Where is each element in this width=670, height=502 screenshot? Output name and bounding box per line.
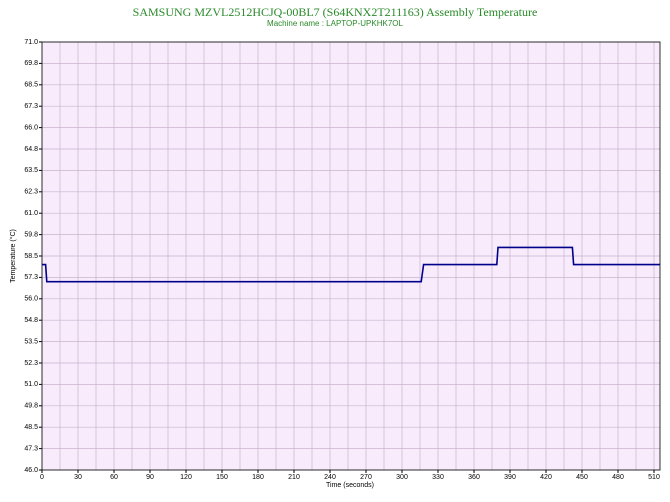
x-tick-label: 210 [288,474,300,481]
y-tick-label: 59.8 [24,231,38,238]
x-tick-label: 300 [396,474,408,481]
x-tick-label: 450 [576,474,588,481]
x-tick-label: 0 [40,474,44,481]
y-tick-label: 61.0 [24,210,38,217]
y-tick-label: 66.0 [24,124,38,131]
y-tick-label: 48.5 [24,424,38,431]
y-tick-label: 68.5 [24,82,38,89]
x-tick-label: 510 [648,474,660,481]
y-tick-label: 51.0 [24,381,38,388]
x-tick-label: 360 [468,474,480,481]
x-tick-label: 120 [180,474,192,481]
y-tick-label: 46.0 [24,467,38,474]
y-tick-label: 63.5 [24,167,38,174]
y-tick-label: 56.0 [24,296,38,303]
y-tick-label: 67.3 [24,103,38,110]
y-tick-label: 64.8 [24,146,38,153]
x-tick-label: 150 [216,474,228,481]
y-tick-label: 52.3 [24,360,38,367]
x-tick-label: 180 [252,474,264,481]
y-tick-label: 49.8 [24,403,38,410]
y-tick-label: 62.3 [24,189,38,196]
chart-subtitle: Machine name : LAPTOP-UPKHK7OL [267,19,403,28]
x-tick-label: 480 [612,474,624,481]
y-tick-label: 69.8 [24,60,38,67]
y-tick-label: 47.3 [24,445,38,452]
chart-title: SAMSUNG MZVL2512HCJQ-00BL7 (S64KNX2T2111… [133,5,538,19]
y-tick-label: 58.5 [24,253,38,260]
y-tick-label: 57.3 [24,274,38,281]
y-axis-title: Temperature (°C) [9,229,17,283]
y-tick-label: 54.8 [24,317,38,324]
x-tick-label: 390 [504,474,516,481]
x-tick-label: 60 [110,474,118,481]
x-tick-label: 270 [360,474,372,481]
x-tick-label: 90 [146,474,154,481]
x-axis-title: Time (seconds) [326,482,374,489]
x-tick-label: 330 [432,474,444,481]
line-series [42,246,660,283]
x-tick-label: 240 [324,474,336,481]
plot-border [41,41,661,471]
y-tick-label: 71.0 [24,39,38,46]
x-tick-label: 30 [74,474,82,481]
y-tick-label: 53.5 [24,338,38,345]
x-tick-label: 420 [540,474,552,481]
